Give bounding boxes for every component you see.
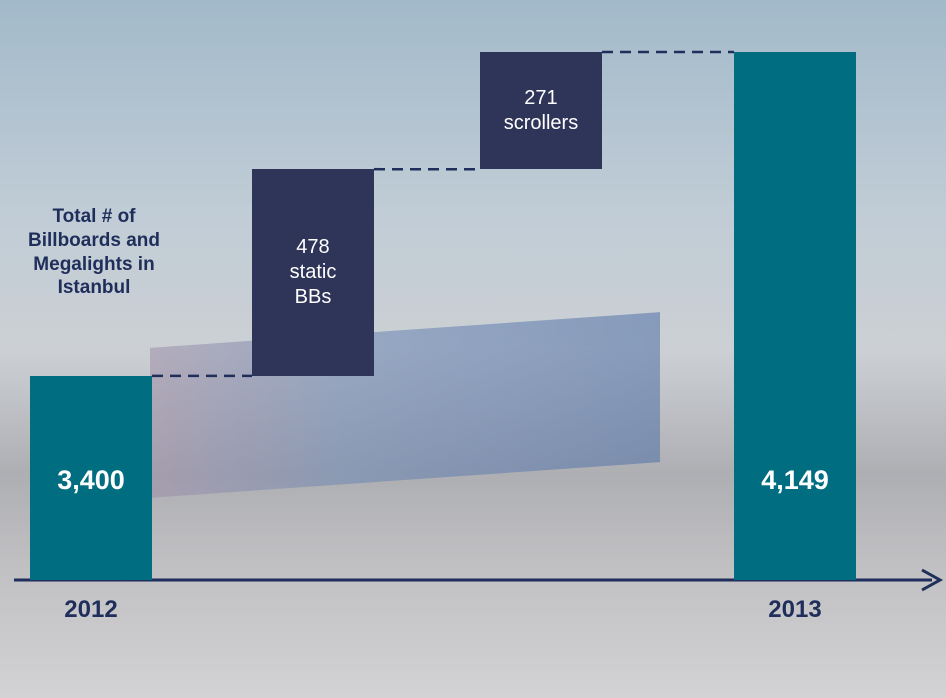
axis-arrowhead — [921, 568, 944, 592]
value-label: 3,400 — [57, 464, 125, 495]
total-bar: 4,149 — [734, 52, 856, 580]
x-tick-label: 2012 — [64, 596, 118, 623]
delta-bar: 271 scrollers — [480, 52, 602, 170]
value-label: 478 static BBs — [289, 236, 337, 309]
x-tick-label: 2013 — [768, 596, 822, 623]
total-bar: 3,400 — [30, 375, 152, 580]
delta-bar: 478 static BBs — [252, 169, 374, 376]
annotation: Total # of Billboards and Megalights in … — [28, 206, 160, 299]
value-label: 4,149 — [761, 465, 829, 495]
value-label: 271 scrollers — [503, 86, 579, 134]
